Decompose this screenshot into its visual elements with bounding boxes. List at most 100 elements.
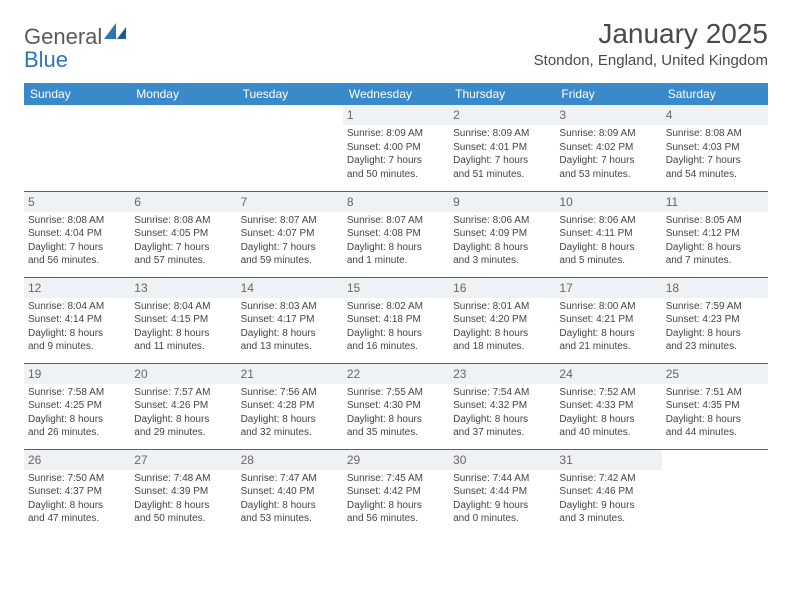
calendar-day-cell: 30Sunrise: 7:44 AMSunset: 4:44 PMDayligh… (449, 449, 555, 535)
dl1-text: Daylight: 7 hours (241, 241, 339, 255)
calendar-day-cell: 26Sunrise: 7:50 AMSunset: 4:37 PMDayligh… (24, 449, 130, 535)
weekday-header: Wednesday (343, 83, 449, 105)
day-number: 27 (130, 450, 236, 470)
dl2-text: and 5 minutes. (559, 254, 657, 268)
dl1-text: Daylight: 8 hours (28, 413, 126, 427)
calendar-day-cell: 6Sunrise: 8:08 AMSunset: 4:05 PMDaylight… (130, 191, 236, 277)
calendar-week-row: 26Sunrise: 7:50 AMSunset: 4:37 PMDayligh… (24, 449, 768, 535)
calendar-body: 1Sunrise: 8:09 AMSunset: 4:00 PMDaylight… (24, 105, 768, 535)
sunrise-text: Sunrise: 7:51 AM (666, 386, 764, 400)
calendar-day-cell: 10Sunrise: 8:06 AMSunset: 4:11 PMDayligh… (555, 191, 661, 277)
calendar-week-row: 19Sunrise: 7:58 AMSunset: 4:25 PMDayligh… (24, 363, 768, 449)
day-number: 26 (24, 450, 130, 470)
day-number: 23 (449, 364, 555, 384)
dl2-text: and 57 minutes. (134, 254, 232, 268)
dl1-text: Daylight: 8 hours (666, 327, 764, 341)
dl2-text: and 3 minutes. (559, 512, 657, 526)
day-number: 24 (555, 364, 661, 384)
sunrise-text: Sunrise: 8:02 AM (347, 300, 445, 314)
sunrise-text: Sunrise: 7:55 AM (347, 386, 445, 400)
sunset-text: Sunset: 4:12 PM (666, 227, 764, 241)
dl1-text: Daylight: 8 hours (559, 413, 657, 427)
weekday-header: Monday (130, 83, 236, 105)
calendar-day-cell: 3Sunrise: 8:09 AMSunset: 4:02 PMDaylight… (555, 105, 661, 191)
sunset-text: Sunset: 4:35 PM (666, 399, 764, 413)
sunrise-text: Sunrise: 7:42 AM (559, 472, 657, 486)
sunset-text: Sunset: 4:39 PM (134, 485, 232, 499)
dl1-text: Daylight: 8 hours (453, 241, 551, 255)
dl1-text: Daylight: 9 hours (453, 499, 551, 513)
month-title: January 2025 (534, 18, 768, 50)
calendar-day-cell: 4Sunrise: 8:08 AMSunset: 4:03 PMDaylight… (662, 105, 768, 191)
sunset-text: Sunset: 4:00 PM (347, 141, 445, 155)
day-number: 21 (237, 364, 343, 384)
dl1-text: Daylight: 8 hours (453, 327, 551, 341)
day-number: 16 (449, 278, 555, 298)
sunset-text: Sunset: 4:21 PM (559, 313, 657, 327)
dl2-text: and 53 minutes. (241, 512, 339, 526)
dl1-text: Daylight: 7 hours (453, 154, 551, 168)
sunset-text: Sunset: 4:15 PM (134, 313, 232, 327)
sunset-text: Sunset: 4:11 PM (559, 227, 657, 241)
sunset-text: Sunset: 4:28 PM (241, 399, 339, 413)
dl2-text: and 37 minutes. (453, 426, 551, 440)
sunrise-text: Sunrise: 8:00 AM (559, 300, 657, 314)
day-number: 5 (24, 192, 130, 212)
sunrise-text: Sunrise: 8:08 AM (666, 127, 764, 141)
calendar-day-cell: 17Sunrise: 8:00 AMSunset: 4:21 PMDayligh… (555, 277, 661, 363)
sunset-text: Sunset: 4:03 PM (666, 141, 764, 155)
sunset-text: Sunset: 4:25 PM (28, 399, 126, 413)
dl1-text: Daylight: 8 hours (666, 413, 764, 427)
dl2-text: and 50 minutes. (134, 512, 232, 526)
weekday-header: Thursday (449, 83, 555, 105)
day-number: 17 (555, 278, 661, 298)
sunset-text: Sunset: 4:46 PM (559, 485, 657, 499)
dl1-text: Daylight: 7 hours (559, 154, 657, 168)
sunrise-text: Sunrise: 8:07 AM (347, 214, 445, 228)
dl2-text: and 56 minutes. (28, 254, 126, 268)
calendar-day-cell: 27Sunrise: 7:48 AMSunset: 4:39 PMDayligh… (130, 449, 236, 535)
sunset-text: Sunset: 4:17 PM (241, 313, 339, 327)
calendar-day-cell: 14Sunrise: 8:03 AMSunset: 4:17 PMDayligh… (237, 277, 343, 363)
dl1-text: Daylight: 8 hours (347, 499, 445, 513)
weekday-header: Sunday (24, 83, 130, 105)
dl2-text: and 26 minutes. (28, 426, 126, 440)
day-number: 19 (24, 364, 130, 384)
sunrise-text: Sunrise: 8:09 AM (347, 127, 445, 141)
day-number: 30 (449, 450, 555, 470)
day-number: 31 (555, 450, 661, 470)
calendar-day-cell: 19Sunrise: 7:58 AMSunset: 4:25 PMDayligh… (24, 363, 130, 449)
dl1-text: Daylight: 8 hours (28, 327, 126, 341)
dl2-text: and 1 minute. (347, 254, 445, 268)
calendar-empty-cell (130, 105, 236, 191)
logo-sail-icon (104, 23, 126, 39)
day-number: 11 (662, 192, 768, 212)
sunrise-text: Sunrise: 8:01 AM (453, 300, 551, 314)
sunrise-text: Sunrise: 7:59 AM (666, 300, 764, 314)
dl2-text: and 3 minutes. (453, 254, 551, 268)
sunrise-text: Sunrise: 7:56 AM (241, 386, 339, 400)
dl1-text: Daylight: 8 hours (241, 327, 339, 341)
sunrise-text: Sunrise: 8:07 AM (241, 214, 339, 228)
location-label: Stondon, England, United Kingdom (534, 52, 768, 69)
dl2-text: and 53 minutes. (559, 168, 657, 182)
dl1-text: Daylight: 8 hours (559, 241, 657, 255)
day-number: 22 (343, 364, 449, 384)
sunrise-text: Sunrise: 8:04 AM (28, 300, 126, 314)
dl1-text: Daylight: 8 hours (241, 499, 339, 513)
sunset-text: Sunset: 4:09 PM (453, 227, 551, 241)
dl1-text: Daylight: 7 hours (134, 241, 232, 255)
sunset-text: Sunset: 4:18 PM (347, 313, 445, 327)
calendar-day-cell: 13Sunrise: 8:04 AMSunset: 4:15 PMDayligh… (130, 277, 236, 363)
calendar-page: General January 2025 Stondon, England, U… (0, 0, 792, 545)
calendar-day-cell: 15 Sunrise: 8:02 AMSunset: 4:18 PMDayligh… (343, 277, 449, 363)
day-number: 15 (343, 278, 449, 298)
calendar-day-cell: 28Sunrise: 7:47 AMSunset: 4:40 PMDayligh… (237, 449, 343, 535)
sunset-text: Sunset: 4:42 PM (347, 485, 445, 499)
dl1-text: Daylight: 7 hours (28, 241, 126, 255)
dl1-text: Daylight: 8 hours (134, 413, 232, 427)
dl1-text: Daylight: 8 hours (347, 327, 445, 341)
dl1-text: Daylight: 8 hours (28, 499, 126, 513)
day-number: 9 (449, 192, 555, 212)
sunrise-text: Sunrise: 8:09 AM (453, 127, 551, 141)
